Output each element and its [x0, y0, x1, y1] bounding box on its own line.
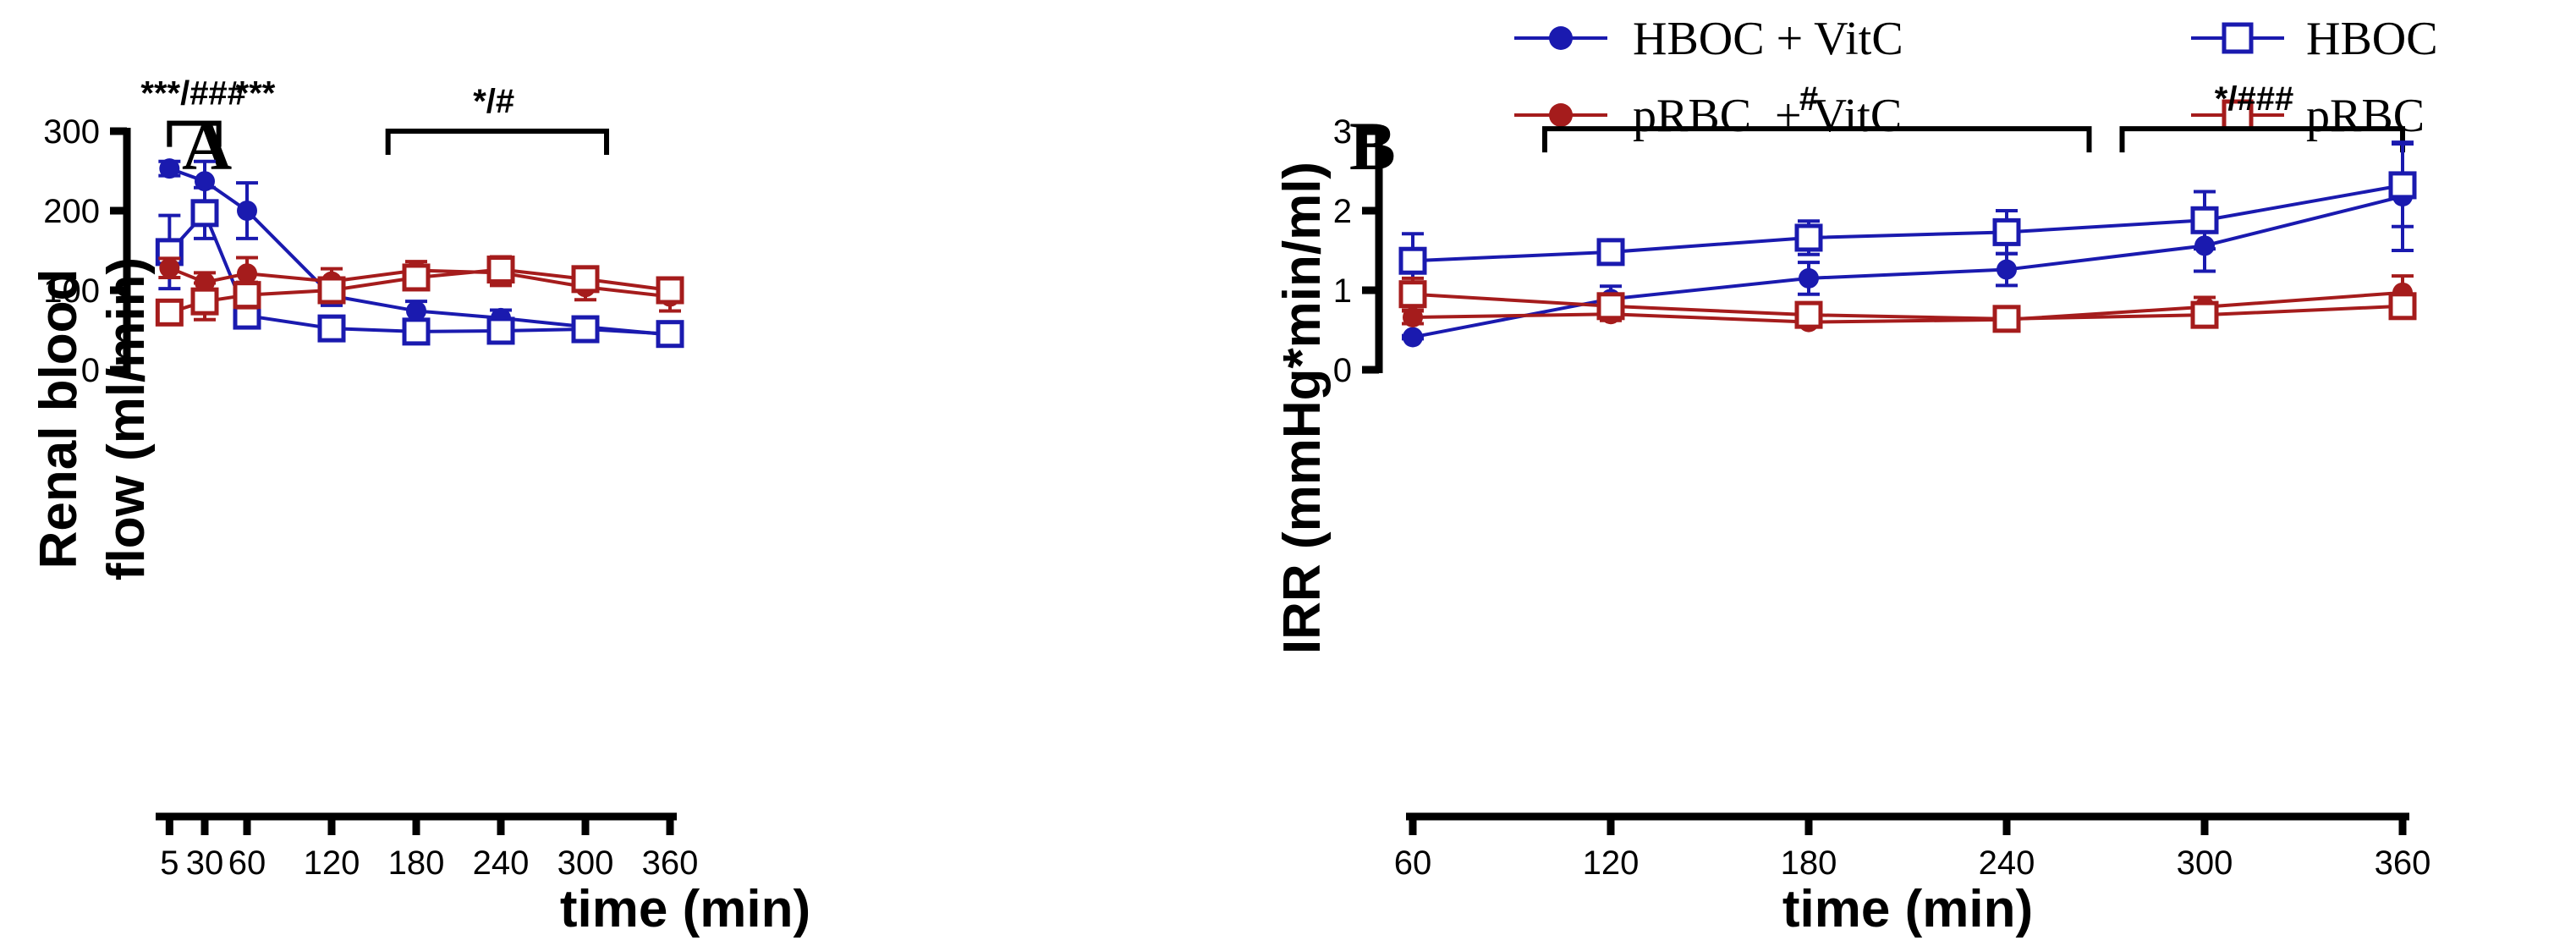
panel-b-xtick-label: 360: [2375, 844, 2431, 882]
panel-a-data-point: [159, 158, 180, 179]
legend-item-hboc: HBOC: [2191, 13, 2438, 65]
panel-b-ytick-label: 0: [1333, 352, 1352, 389]
legend-label-hboc-vitc: HBOC + VitC: [1633, 13, 1903, 65]
panel-a-xtick-label: 120: [304, 844, 360, 882]
panel-a-data-point: [402, 263, 431, 292]
panel-b-data-point: [1596, 238, 1625, 267]
panel-a-data-point: [486, 256, 515, 284]
legend-label-prbc-vitc: pRBC + VitC: [1633, 90, 1902, 142]
panel-b-series-line: [1412, 292, 2403, 321]
panel-a-ylabel-line-1: Renal blood: [30, 269, 88, 569]
panel-b-xtick-label: 300: [2177, 844, 2233, 882]
panel-b-series-line: [1412, 183, 2403, 263]
panel-a-data-point: [402, 317, 431, 346]
panel-b-data-point: [1403, 306, 1423, 327]
panel-a-data-point: [237, 201, 257, 221]
panel-a-ytick-label: 100: [43, 272, 100, 310]
panel-b-data-point: [1596, 292, 1625, 321]
panel-a-data-point: [571, 265, 600, 294]
panel-a-data-point: [656, 320, 684, 349]
panel-b-data-point: [1403, 327, 1423, 348]
panel-b-ytick-label: 3: [1333, 113, 1352, 151]
panel-a-xlabel: time (min): [560, 880, 810, 938]
panel-b-xlabel: time (min): [1782, 880, 2033, 938]
panel-b-xtick-label: 240: [1979, 844, 2035, 882]
panel-b-data-point: [2388, 292, 2417, 321]
panel-a-significance-label: */#: [473, 83, 514, 120]
panel-a-data-point: [656, 276, 684, 305]
panel-b-data-point: [2190, 300, 2219, 329]
panel-a-xtick-label: 300: [557, 844, 614, 882]
panel-a-data-point: [317, 276, 346, 305]
panel-a-series-1: [155, 185, 684, 349]
panel-b-significance-label: */###: [2215, 80, 2293, 118]
panel-b-label: B: [1349, 107, 1396, 184]
panel-b-data-point: [1398, 280, 1427, 309]
panel-b-series-1: [1398, 142, 2417, 290]
panel-a-significance-bracket: [385, 129, 609, 155]
panel-a-ytick-label: 300: [43, 113, 100, 151]
panel-a-xtick-label: 180: [388, 844, 445, 882]
legend: HBOC + VitC HBOC pRBC + VitC pRBC: [1514, 13, 2438, 142]
panel-a-xtick-label: 30: [186, 844, 224, 882]
panel-b-xtick-label: 120: [1583, 844, 1640, 882]
panel-b-significance-label: #: [1799, 80, 1818, 118]
panel-a-xtick-label: 5: [160, 844, 179, 882]
panel-a-xtick-label: 240: [473, 844, 530, 882]
panel-a-significance-label: ***: [236, 75, 276, 113]
panel-b-data-point: [1794, 300, 1823, 329]
panel-a-significance-bracket: [167, 120, 222, 147]
legend-item-prbc-vitc: pRBC + VitC: [1514, 90, 1902, 142]
panel-b-data-point: [2190, 206, 2219, 234]
panel-b-ylabel: IRR (mmHg*min/ml): [1273, 162, 1332, 654]
panel-b-xtick-label: 180: [1781, 844, 1837, 882]
panel-b-significance-bracket: [1542, 126, 2092, 153]
panel-a-data-point: [406, 300, 426, 322]
panel-a: A Renal blood flow (ml/min) time (min) 0…: [30, 75, 810, 938]
panel-b-data-point: [2388, 171, 2417, 200]
panel-b-data-point: [1992, 217, 2021, 246]
panel-b-xtick-label: 60: [1394, 844, 1432, 882]
panel-b-data-point: [1398, 246, 1427, 275]
panel-b-data-point: [1794, 223, 1823, 252]
panel-a-data-point: [190, 287, 219, 316]
panel-a-data-point: [159, 257, 180, 278]
panel-a-data-point: [233, 281, 261, 310]
panel-b-data-point: [1992, 305, 2021, 333]
panel-a-data-point: [317, 314, 346, 343]
panel-a-significance-label: ***/###: [140, 75, 246, 113]
panel-a-data-point: [190, 199, 219, 228]
panel-a-ylabel: Renal blood flow (ml/min): [30, 257, 156, 580]
panel-a-xtick-label: 60: [228, 844, 266, 882]
panel-b-data-point: [1799, 267, 1819, 289]
panel-b-ytick-label: 1: [1333, 272, 1352, 310]
panel-b-series-line: [1412, 290, 2403, 324]
legend-label-hboc: HBOC: [2306, 13, 2438, 65]
panel-a-data-point: [486, 316, 515, 345]
panel-a-ytick-label: 0: [81, 352, 100, 389]
panel-a-data-point: [237, 263, 257, 284]
panel-a-data-point: [571, 315, 600, 344]
panel-b-data-point: [1997, 259, 2017, 280]
panel-b-series-3: [1398, 276, 2417, 333]
panel-a-data-point: [155, 298, 184, 327]
legend-item-hboc-vitc: HBOC + VitC: [1514, 13, 1903, 65]
panel-a-ytick-label: 200: [43, 193, 100, 230]
panel-a-series-3: [155, 255, 684, 327]
panel-a-xtick-label: 360: [642, 844, 699, 882]
panel-b-ytick-label: 2: [1333, 193, 1352, 230]
panel-a-series-line: [168, 210, 671, 336]
legend-label-prbc: pRBC: [2306, 90, 2425, 142]
